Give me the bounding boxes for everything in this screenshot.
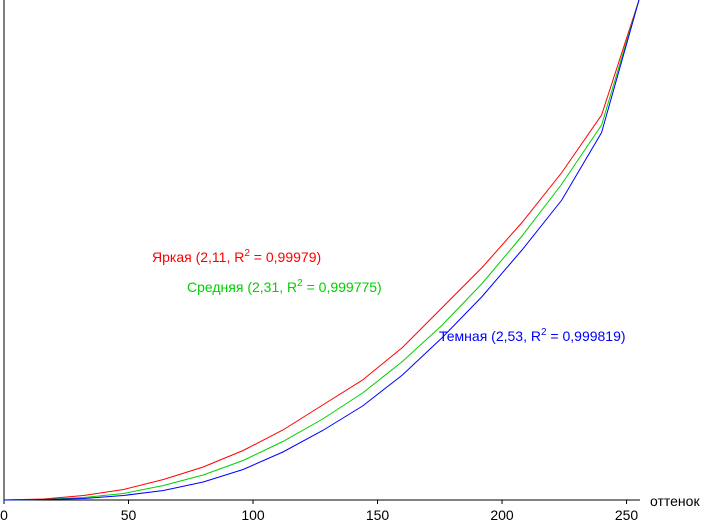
- x-tick-label: 150: [366, 507, 390, 523]
- x-axis-ticks: 0 50 100 150 200 250: [0, 500, 638, 523]
- series-label-text: Яркая (2,11, R: [152, 249, 244, 265]
- x-tick-label: 0: [0, 507, 8, 523]
- series-label-2: Темная (2,53, R2 = 0,999819): [439, 327, 626, 344]
- x-tick-label: 50: [121, 507, 137, 523]
- x-axis-title: оттенок: [650, 493, 700, 509]
- series-label-1: Средняя (2,31, R2 = 0,999775): [187, 278, 382, 295]
- series-label-fit: = 0,999819): [547, 328, 626, 344]
- series-labels: Яркая (2,11, R2 = 0,99979)Средняя (2,31,…: [152, 248, 626, 344]
- x-tick-label: 100: [241, 507, 265, 523]
- series-label-fit: = 0,99979): [250, 249, 321, 265]
- series-label-superscript: 2: [244, 248, 250, 259]
- series-label-superscript: 2: [297, 278, 303, 289]
- series-lines: [3, 0, 640, 501]
- series-label-fit: = 0,999775): [303, 279, 382, 295]
- series-line-0: [3, 0, 640, 501]
- series-label-0: Яркая (2,11, R2 = 0,99979): [152, 248, 321, 265]
- x-tick-label: 200: [490, 507, 514, 523]
- x-tick-label: 250: [615, 507, 639, 523]
- series-label-superscript: 2: [541, 327, 547, 338]
- series-label-text: Темная (2,53, R: [439, 328, 541, 344]
- series-line-2: [3, 0, 640, 501]
- series-label-text: Средняя (2,31, R: [187, 279, 297, 295]
- series-line-1: [3, 0, 640, 501]
